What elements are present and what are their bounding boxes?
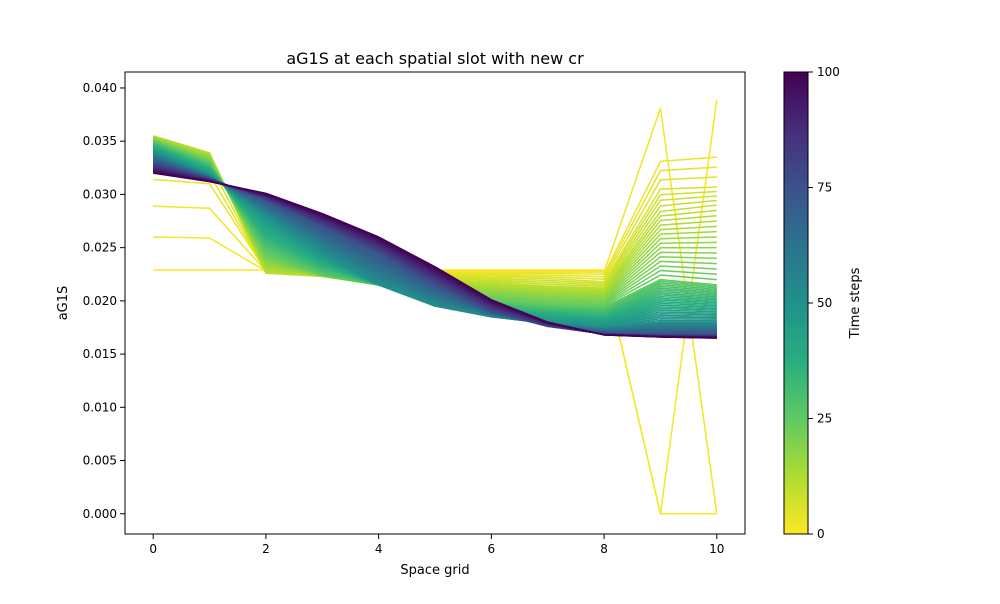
- x-tick-label: 10: [709, 542, 724, 556]
- x-tick-label: 2: [262, 542, 270, 556]
- y-tick-label: 0.040: [83, 81, 117, 95]
- plot-frame: [124, 71, 746, 535]
- series-line-t100: [153, 172, 717, 339]
- colorbar-axis: 0 25 50 75 100: [808, 65, 840, 541]
- y-axis: 0.000 0.005 0.010 0.015 0.020 0.025 0.030 0.035…: [83, 81, 125, 521]
- colorbar: [783, 71, 809, 535]
- y-tick-label: 0.000: [83, 507, 117, 521]
- series-line-t4: [153, 164, 717, 278]
- series-layer: [152, 99, 718, 515]
- colorbar-tick-label: 0: [817, 527, 825, 541]
- x-tick-label: 0: [149, 542, 157, 556]
- y-tick-label: 0.015: [83, 347, 117, 361]
- colorbar-tick-label: 50: [817, 296, 832, 310]
- y-tick-label: 0.005: [83, 454, 117, 468]
- chart-title: aG1S at each spatial slot with new cr: [286, 49, 584, 68]
- colorbar-tick-label: 100: [817, 65, 840, 79]
- x-axis-label: Space grid: [400, 563, 469, 578]
- y-tick-label: 0.010: [83, 400, 117, 414]
- y-tick-label: 0.020: [83, 294, 117, 308]
- x-tick-label: 4: [375, 542, 383, 556]
- x-tick-label: 6: [488, 542, 496, 556]
- x-tick-label: 8: [600, 542, 608, 556]
- y-tick-label: 0.025: [83, 241, 117, 255]
- y-tick-label: 0.030: [83, 187, 117, 201]
- y-tick-label: 0.035: [83, 134, 117, 148]
- colorbar-tick-label: 75: [817, 181, 832, 195]
- colorbar-label: Time steps: [848, 267, 863, 339]
- x-axis: 0 2 4 6 8 10: [149, 534, 724, 556]
- series-line-t5: [153, 150, 717, 280]
- y-axis-label: aG1S: [56, 286, 71, 321]
- colorbar-tick-label: 25: [817, 412, 832, 426]
